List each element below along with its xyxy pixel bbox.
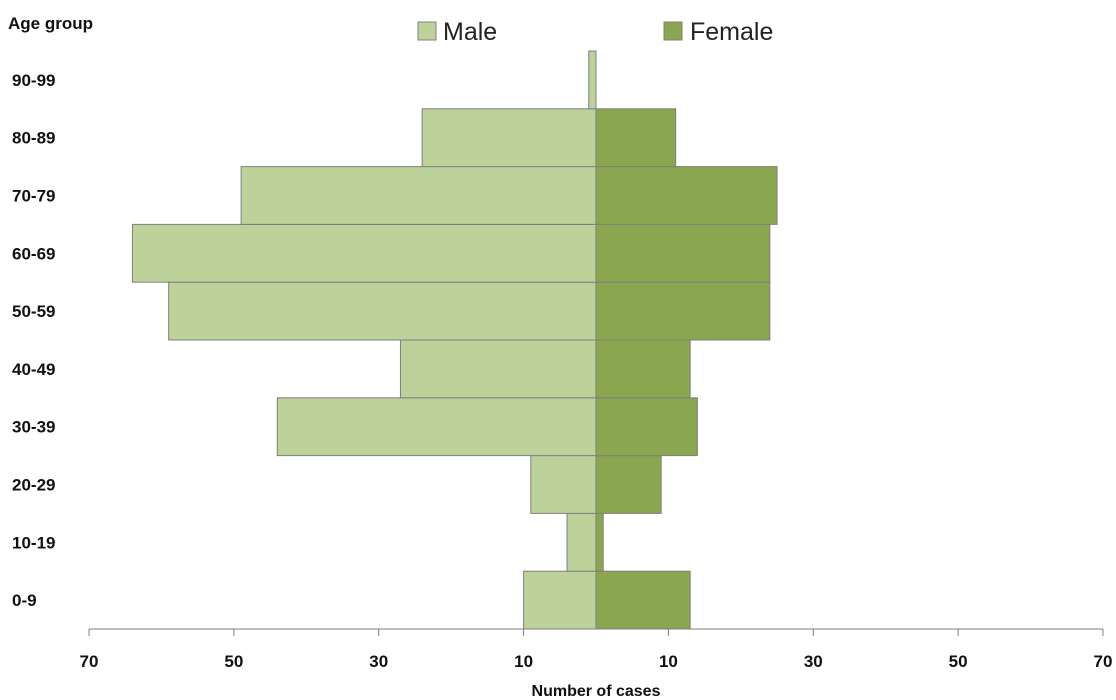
legend: Male Female [417, 18, 773, 46]
x-tick-label: 70 [1094, 652, 1113, 671]
legend-swatch-male [417, 21, 437, 41]
x-tick-label: 30 [369, 652, 388, 671]
male-bar-90-99 [588, 50, 597, 110]
legend-label-male: Male [443, 18, 497, 46]
category-label: 60-69 [12, 244, 55, 263]
male-bar-30-39 [276, 397, 597, 457]
male-bar-20-29 [530, 455, 597, 514]
x-tick-label: 10 [514, 652, 533, 671]
x-axis: 70 50 30 10 10 30 50 70 [80, 628, 1113, 671]
male-bar-10-19 [566, 512, 597, 572]
category-label: 90-99 [12, 71, 55, 90]
female-bar-60-69 [595, 223, 771, 283]
male-bar-40-49 [399, 339, 597, 399]
male-bar-60-69 [131, 223, 597, 283]
bars-group [131, 50, 778, 630]
male-bar-0-9 [523, 570, 597, 630]
x-axis-title: Number of cases [532, 683, 661, 700]
x-tick-label: 30 [804, 652, 823, 671]
x-tick-label: 70 [80, 652, 99, 671]
category-label: 80-89 [12, 129, 55, 148]
female-bar-50-59 [595, 281, 771, 341]
category-label: 40-49 [12, 360, 55, 379]
category-label: 20-29 [12, 476, 55, 495]
category-labels: 0-9 10-19 20-29 30-39 40-49 50-59 60-69 70-79 80… [12, 71, 55, 610]
male-bar-70-79 [240, 166, 597, 225]
female-bar-40-49 [595, 339, 691, 399]
female-bar-70-79 [595, 166, 778, 225]
category-label: 30-39 [12, 418, 55, 437]
x-tick-label: 50 [224, 652, 243, 671]
male-bar-50-59 [168, 281, 597, 341]
female-bar-20-29 [595, 455, 662, 514]
y-axis-title: Age group [8, 14, 93, 33]
category-label: 10-19 [12, 533, 55, 552]
x-tick-label: 50 [949, 652, 968, 671]
category-label: 70-79 [12, 187, 55, 206]
female-bar-80-89 [595, 108, 677, 168]
legend-label-female: Female [690, 18, 773, 46]
female-bar-10-19 [595, 512, 604, 572]
legend-swatch-female [663, 21, 683, 41]
category-label: 0-9 [12, 591, 37, 610]
female-bar-0-9 [595, 570, 691, 630]
x-tick-label: 10 [659, 652, 678, 671]
category-label: 50-59 [12, 302, 55, 321]
male-bar-80-89 [421, 108, 597, 168]
female-bar-30-39 [595, 397, 698, 457]
